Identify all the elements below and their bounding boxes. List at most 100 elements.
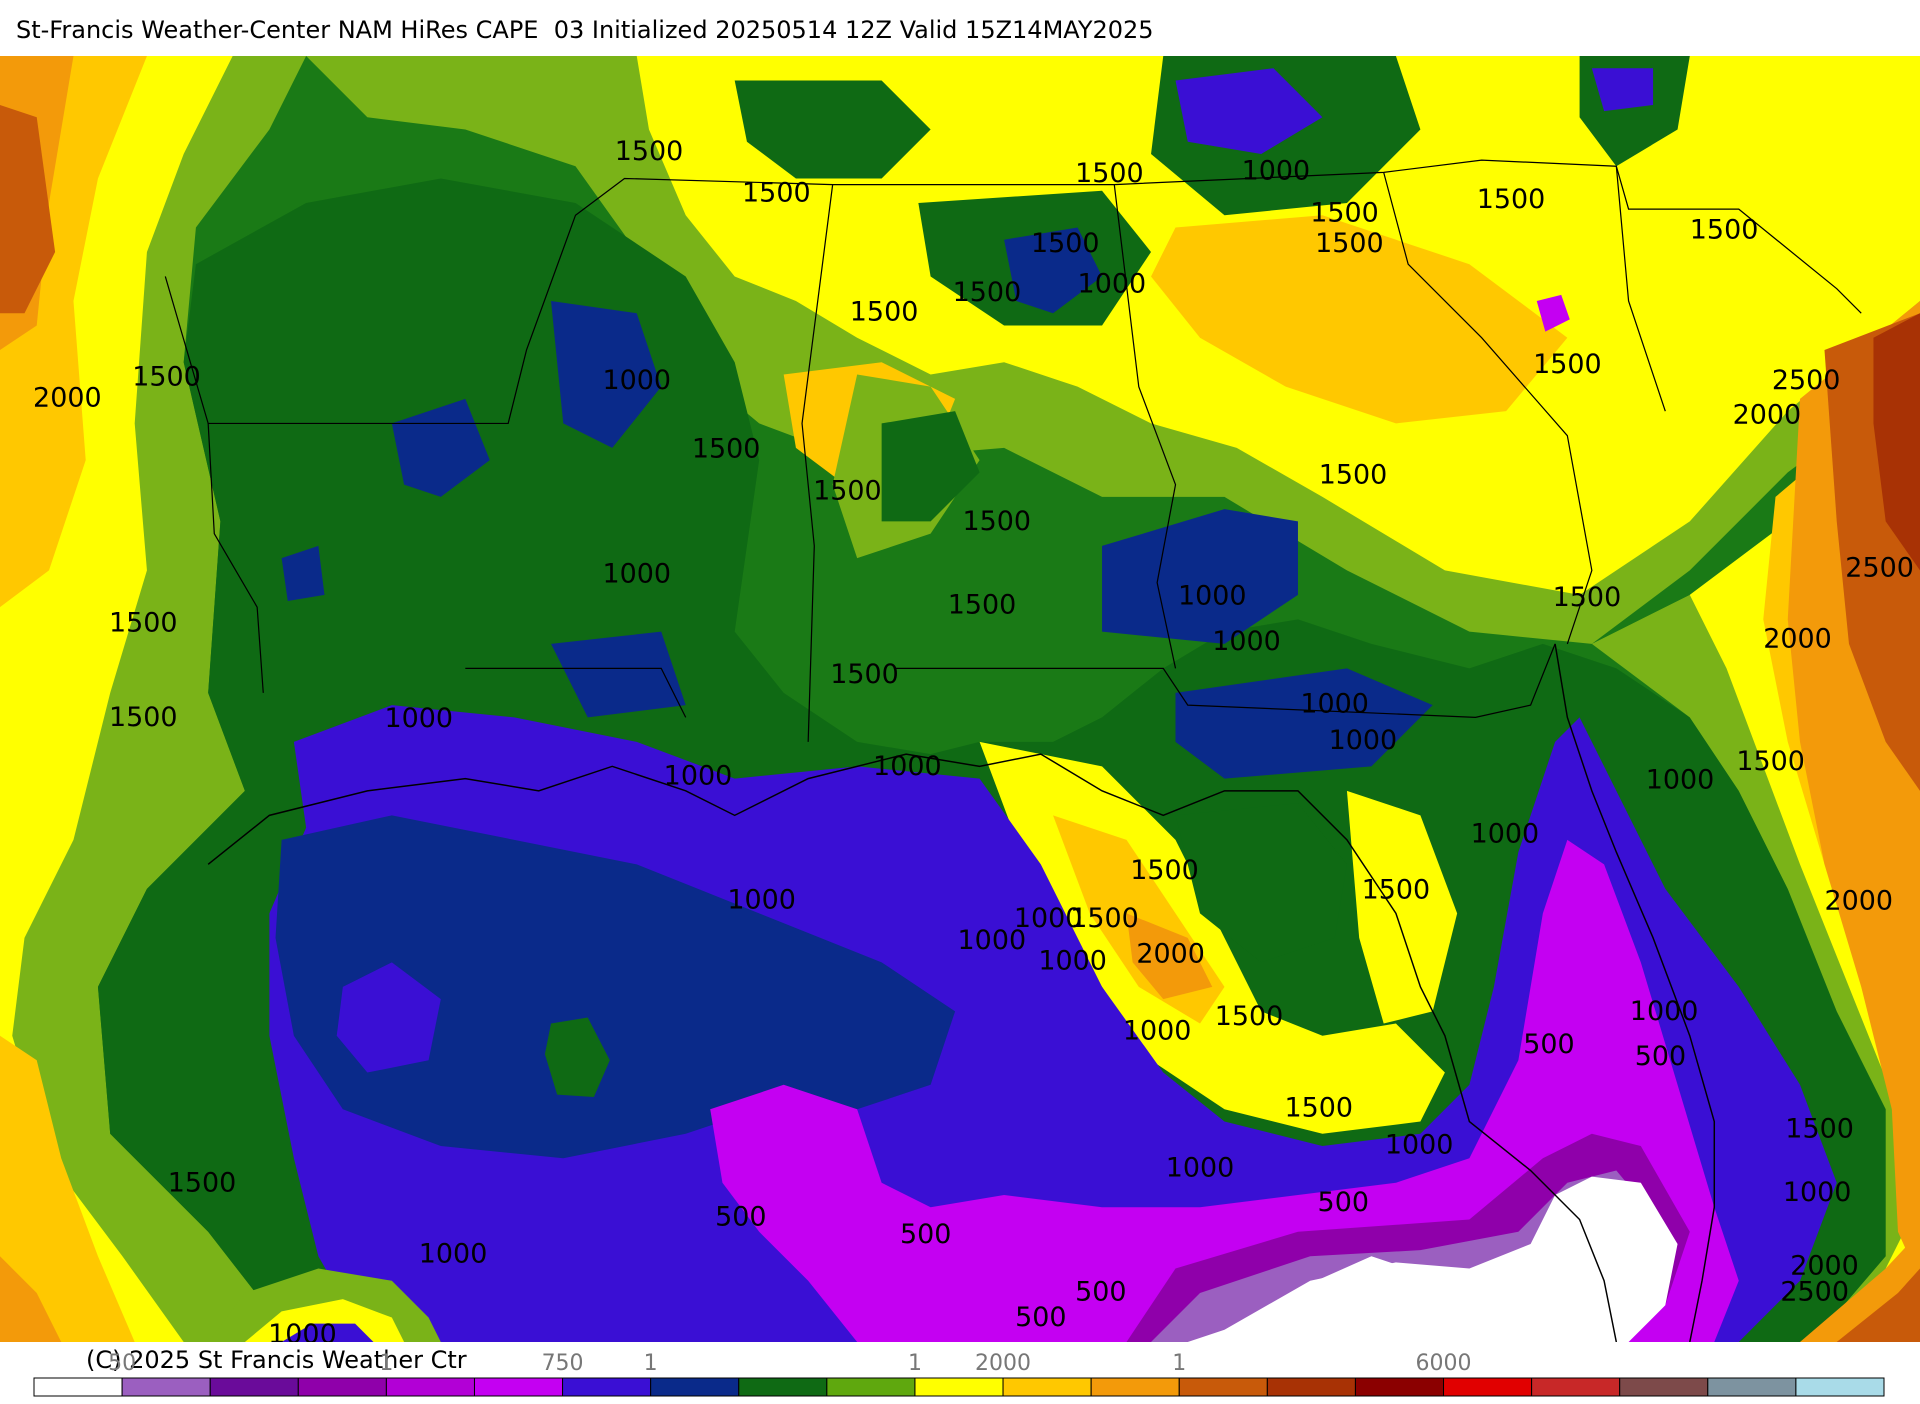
contour-label: 1500 <box>1031 228 1100 259</box>
contour-label: 1000 <box>1783 1177 1852 1208</box>
contour-label: 1000 <box>1242 156 1311 187</box>
contour-label: 1000 <box>1300 688 1369 719</box>
contour-label: 1500 <box>742 178 811 209</box>
contour-label: 1500 <box>1130 855 1199 886</box>
contour-label: 1500 <box>109 702 178 733</box>
region-ga-blue-2 <box>1175 668 1433 779</box>
colorbar-swatch <box>1707 1377 1797 1397</box>
region-gulf-navy <box>275 815 956 1159</box>
colorbar-swatch <box>385 1377 475 1397</box>
contour-label: 1000 <box>602 559 671 590</box>
contour-label: 1000 <box>1630 996 1699 1027</box>
region-sw-yellow-wave <box>244 1299 405 1342</box>
contour-label: 1500 <box>1362 875 1431 906</box>
colorbar-swatch <box>562 1377 652 1397</box>
region-fl-green-core <box>1175 803 1347 963</box>
colorbar: 50 1 750 1 1 2000 1 6000 <box>0 1340 1920 1400</box>
contour-label: 1000 <box>664 761 733 792</box>
contour-label: 1500 <box>1690 214 1759 245</box>
contour-label: 1000 <box>1178 581 1247 612</box>
contour-label: 1500 <box>953 277 1022 308</box>
colorbar-tick-label: 1 <box>644 1351 658 1376</box>
contour-label: 1500 <box>962 506 1031 537</box>
contour-label: 1000 <box>1078 268 1147 299</box>
region-west-gold-south <box>0 1035 135 1342</box>
map-title: St-Francis Weather-Center NAM HiRes CAPE… <box>16 16 1154 44</box>
colorbar-swatch <box>473 1377 564 1397</box>
colorbar-swatch <box>914 1377 1004 1397</box>
contour-label: 2000 <box>1136 938 1205 969</box>
contour-label: 1000 <box>1038 946 1107 977</box>
contour-label: 1500 <box>1310 197 1379 228</box>
region-sw-orange <box>0 1256 62 1342</box>
contour-label: 1500 <box>1284 1093 1353 1124</box>
contour-label: 2500 <box>1772 365 1841 396</box>
colorbar-swatch <box>1443 1377 1533 1397</box>
region-ne-violet-spot <box>1536 294 1570 332</box>
colorbar-tick-label: 1 <box>379 1351 393 1376</box>
contour-label: 1000 <box>602 365 671 396</box>
contour-label: 2000 <box>1790 1251 1859 1282</box>
contour-label: 500 <box>1523 1029 1574 1060</box>
colorbar-swatch <box>1090 1377 1180 1397</box>
colorbar-tick-label: 1 <box>908 1351 922 1376</box>
coastlines <box>207 643 1716 1342</box>
contour-label: 1500 <box>615 136 684 167</box>
region-gulf-green-eddy <box>544 1017 610 1098</box>
contour-label: 1500 <box>1215 1001 1284 1032</box>
cape-map: 1500 1500 1500 1000 1500 1500 1500 1500 1500 1000… <box>0 56 1920 1342</box>
contour-label: 500 <box>1635 1041 1686 1072</box>
contour-label: 500 <box>1075 1276 1126 1307</box>
region-north-blue-blob-2 <box>1175 68 1323 154</box>
region-fl-orange <box>1126 913 1213 1000</box>
region-ne-blue-blob <box>1591 68 1654 112</box>
contour-label: 1000 <box>1471 818 1540 849</box>
contour-label: 2000 <box>33 382 102 413</box>
contour-label: 500 <box>1318 1187 1369 1218</box>
region-al-darkgreen <box>881 411 980 522</box>
contour-label: 1000 <box>1123 1015 1192 1046</box>
state-borders <box>164 159 1862 742</box>
colorbar-swatch <box>1266 1377 1356 1397</box>
contour-label: 1500 <box>948 589 1017 620</box>
region-fl-yellow-east <box>1346 790 1458 1024</box>
contour-label: 1500 <box>692 434 761 465</box>
colorbar-swatch <box>33 1377 123 1397</box>
region-ms-blue-4 <box>551 631 686 718</box>
contour-label: 1500 <box>1553 582 1622 613</box>
colorbar-swatch <box>738 1377 828 1397</box>
region-ga-blue <box>1102 509 1298 644</box>
contour-label: 1000 <box>1385 1129 1454 1160</box>
contour-label: 1000 <box>958 925 1027 956</box>
contour-label: 1000 <box>873 751 942 782</box>
region-keys-white <box>1316 1256 1409 1300</box>
region-east-brown <box>1873 313 1920 571</box>
contour-label: 2500 <box>1845 553 1914 584</box>
contour-label: 1500 <box>1075 158 1144 189</box>
colorbar-swatch <box>1178 1377 1268 1397</box>
colorbar-tick-label: 50 <box>108 1351 136 1376</box>
colorbar-swatch <box>650 1377 740 1397</box>
contour-label: 1500 <box>1315 228 1384 259</box>
contour-label: 1000 <box>1646 764 1715 795</box>
contour-label: 2000 <box>1824 886 1893 917</box>
contour-label: 1500 <box>813 475 882 506</box>
colorbar-swatch <box>1531 1377 1621 1397</box>
region-ms-blue-1 <box>551 300 662 448</box>
colorbar-swatch <box>826 1377 916 1397</box>
contour-label: 1000 <box>1329 725 1398 756</box>
copyright-notice: (C) 2025 St Francis Weather Ctr <box>86 1346 467 1374</box>
colorbar-swatch <box>1354 1377 1445 1397</box>
contour-label: 1500 <box>830 659 899 690</box>
colorbar-swatch <box>209 1377 299 1397</box>
colorbar-tick-label: 1 <box>1172 1351 1186 1376</box>
region-north-gold <box>1151 215 1568 424</box>
colorbar-swatch <box>121 1377 211 1397</box>
contour-label: 1500 <box>109 608 178 639</box>
contour-label: 1500 <box>850 297 919 328</box>
colorbar-tick-label: 6000 <box>1416 1351 1472 1376</box>
contour-label: 1500 <box>1785 1113 1854 1144</box>
contour-label: 500 <box>900 1219 951 1250</box>
contour-label: 1000 <box>268 1319 337 1342</box>
